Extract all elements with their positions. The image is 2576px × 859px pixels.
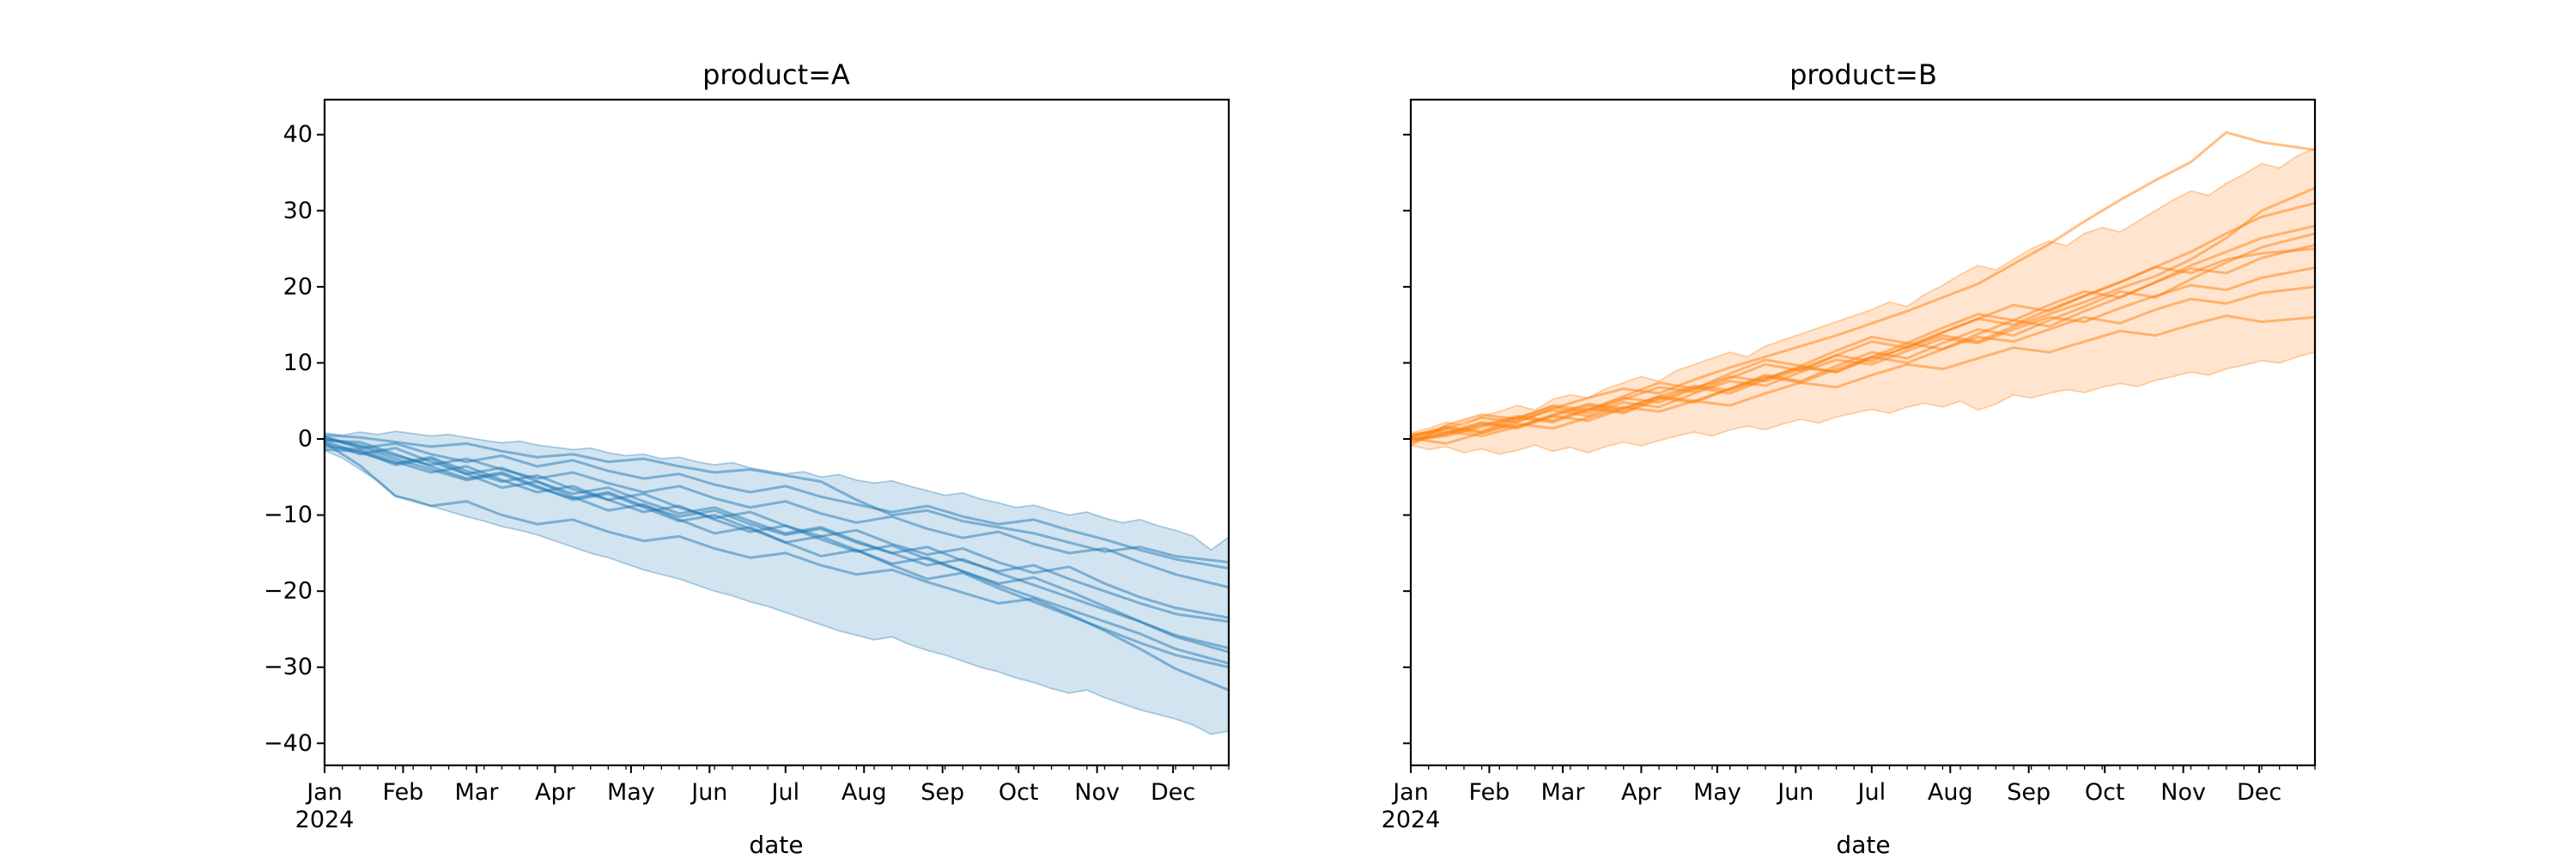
x-tick-label: Dec <box>2237 779 2281 806</box>
series-line-unit-1 <box>323 434 1230 564</box>
plot-product=B: Jan Feb Mar Apr May Jun Jul Aug Sep Oct Nov Dec 2024 <box>1382 98 2317 833</box>
plot-product=A: Jan Feb Mar Apr May Jun Jul Aug Sep Oct Nov Dec 2024… <box>264 98 1230 833</box>
x-tick-label: Feb <box>383 779 424 806</box>
series-line-unit-6 <box>323 442 1230 650</box>
series-line-unit-10 <box>323 441 1230 691</box>
series-line-unit-3 <box>323 437 1230 589</box>
x-axis-year-label: 2024 <box>1382 807 1441 833</box>
y-tick-label: −40 <box>264 730 313 757</box>
y-tick-label: −10 <box>264 502 313 528</box>
x-tick-label: Sep <box>920 779 964 806</box>
x-tick-label: Jul <box>770 779 800 806</box>
series-line-unit-6 <box>1409 243 2317 447</box>
x-tick-label: Mar <box>454 779 499 806</box>
x-tick-label: Nov <box>2160 779 2206 806</box>
plot-a-title: product=A <box>702 58 850 91</box>
y-tick-label: 30 <box>283 198 313 224</box>
series-line-unit-5 <box>1409 232 2317 437</box>
x-tick-label: Sep <box>2007 779 2050 806</box>
x-tick-label: Aug <box>841 779 887 806</box>
x-tick-label: Apr <box>535 779 576 806</box>
x-tick-label: Jun <box>690 779 727 806</box>
axes-spine <box>323 98 1230 767</box>
x-tick-label: Oct <box>999 779 1039 806</box>
x-tick-label: Aug <box>1928 779 1973 806</box>
series-line-unit-10 <box>1409 314 2317 445</box>
x-tick-label: Mar <box>1540 779 1585 806</box>
x-tick-label: Jan <box>305 779 343 806</box>
x-tick-label: Nov <box>1074 779 1120 806</box>
x-axis-year-label: 2024 <box>295 807 355 833</box>
y-tick-label: 10 <box>283 350 313 376</box>
y-tick-label: −20 <box>264 578 313 605</box>
plot-b-x-axis-label: date <box>1836 831 1891 859</box>
y-tick-label: 0 <box>298 426 313 453</box>
axes-spine <box>1409 98 2317 767</box>
x-tick-label: Jan <box>1391 779 1429 806</box>
y-tick-label: 20 <box>283 273 313 300</box>
x-tick-label: Dec <box>1151 779 1195 806</box>
series-line-unit-7 <box>323 445 1230 654</box>
y-tick-label: 40 <box>283 121 313 148</box>
y-tick-label: −30 <box>264 654 313 680</box>
series-line-unit-9 <box>1409 285 2317 442</box>
plot-b-title: product=B <box>1789 58 1937 91</box>
series-line-unit-9 <box>323 448 1230 669</box>
plot-a-x-axis-label: date <box>749 831 804 859</box>
x-tick-label: May <box>1693 779 1741 806</box>
series-line-unit-7 <box>1409 247 2317 441</box>
x-tick-label: Jun <box>1776 779 1814 806</box>
x-tick-label: Feb <box>1469 779 1510 806</box>
x-tick-label: May <box>607 779 655 806</box>
x-tick-label: Jul <box>1856 779 1886 806</box>
x-tick-label: Oct <box>2085 779 2125 806</box>
x-tick-label: Apr <box>1621 779 1662 806</box>
